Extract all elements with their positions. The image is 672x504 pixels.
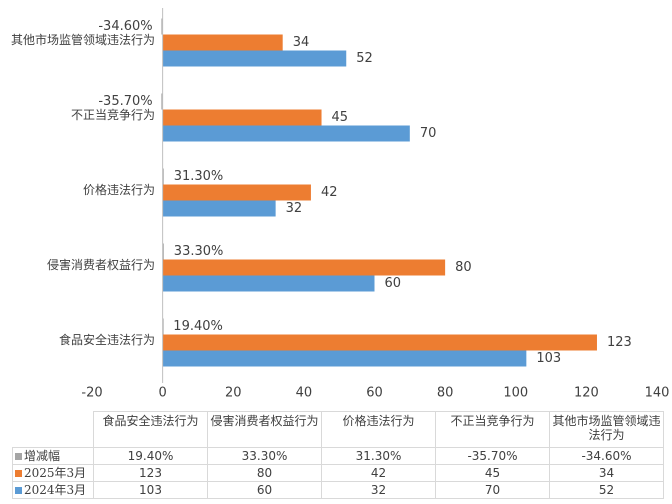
- data-label: 33.30%: [174, 244, 224, 259]
- x-tick-label: 40: [296, 386, 313, 401]
- data-label: 19.40%: [173, 319, 223, 334]
- bar: [162, 50, 347, 67]
- data-label: 103: [536, 351, 561, 366]
- table-cell: 42: [321, 464, 436, 482]
- table-column-header: 价格违法行为: [321, 411, 436, 448]
- table-cell: 34: [549, 464, 664, 482]
- table-column-header: 不正当竞争行为: [435, 411, 550, 448]
- table-column-header: 其他市场监管领域违法行为: [549, 411, 664, 448]
- table-cell: 60: [207, 481, 322, 499]
- table-column-header: 食品安全违法行为: [93, 411, 208, 448]
- category-label: 食品安全违法行为: [59, 332, 155, 347]
- data-label: 34: [293, 35, 310, 50]
- table-cell: 33.30%: [207, 447, 322, 465]
- table-cell: 123: [93, 464, 208, 482]
- legend-label: 2024年3月: [24, 483, 87, 497]
- table-row: 2025年3月 123 80 42 45 34: [12, 464, 664, 482]
- data-label: 32: [286, 201, 303, 216]
- data-label: 45: [332, 110, 349, 125]
- table-row: 增减幅 19.40% 33.30% 31.30% -35.70% -34.60%: [12, 447, 664, 465]
- table-cell: 52: [549, 481, 664, 499]
- table-cell: 32: [321, 481, 436, 499]
- data-label: 52: [356, 51, 373, 66]
- legend-label: 增减幅: [24, 449, 61, 463]
- x-tick-label: 120: [574, 386, 599, 401]
- table-cell: -35.70%: [435, 447, 550, 465]
- data-label: 60: [385, 276, 402, 291]
- bar: [162, 259, 446, 276]
- data-label: 31.30%: [174, 169, 224, 184]
- table-cell: 45: [435, 464, 550, 482]
- legend-swatch: [15, 487, 22, 494]
- table-column-header: 侵害消费者权益行为: [207, 411, 322, 448]
- x-tick-label: 80: [437, 386, 454, 401]
- bar: [162, 200, 276, 217]
- x-tick-label: 0: [158, 386, 166, 401]
- chart: -20 0 20 40 60 80 100 120 140 食品安全违法行为 19.40% 123 10…: [11, 8, 670, 401]
- x-tick-label: 60: [366, 386, 383, 401]
- bar: [162, 125, 410, 142]
- category-label: 其他市场监管领域违法行为: [11, 32, 155, 47]
- table-cell: -34.60%: [549, 447, 664, 465]
- legend-label: 2025年3月: [24, 466, 87, 480]
- category-label: 不正当竞争行为: [71, 108, 155, 122]
- bar: [162, 334, 597, 351]
- table-row: 2024年3月 103 60 32 70 52: [12, 481, 664, 499]
- table-cell: 103: [93, 481, 208, 499]
- table-corner: [12, 411, 94, 448]
- data-label: 42: [321, 185, 338, 200]
- legend-entry: 2024年3月: [12, 481, 94, 499]
- data-label: -35.70%: [98, 94, 152, 109]
- x-tick-label: -20: [81, 386, 102, 401]
- data-table: 食品安全违法行为 侵害消费者权益行为 价格违法行为 不正当竞争行为 其他市场监管领域违法…: [12, 411, 664, 499]
- x-tick-label: 100: [503, 386, 528, 401]
- bar: [162, 184, 311, 201]
- table-header-row: 食品安全违法行为 侵害消费者权益行为 价格违法行为 不正当竞争行为 其他市场监管领域违法…: [12, 411, 664, 448]
- legend-swatch: [15, 453, 22, 460]
- data-label: 80: [455, 260, 472, 275]
- category-label: 价格违法行为: [83, 182, 155, 197]
- bar: [162, 168, 164, 185]
- table-cell: 19.40%: [93, 447, 208, 465]
- table-cell: 80: [207, 464, 322, 482]
- x-tick-label: 20: [225, 386, 242, 401]
- data-label: -34.60%: [98, 19, 152, 34]
- bar: [162, 243, 164, 260]
- bar: [161, 18, 163, 35]
- legend-entry: 增减幅: [12, 447, 94, 465]
- bar: [162, 109, 322, 126]
- data-label: 123: [607, 335, 632, 350]
- legend-entry: 2025年3月: [12, 464, 94, 482]
- bar: [162, 350, 527, 367]
- legend-swatch: [15, 470, 22, 477]
- table-cell: 31.30%: [321, 447, 436, 465]
- bar: [162, 34, 283, 51]
- category-label: 侵害消费者权益行为: [47, 257, 155, 272]
- bar: [161, 93, 163, 110]
- table-cell: 70: [435, 481, 550, 499]
- data-label: 70: [420, 126, 437, 141]
- bar: [162, 275, 375, 292]
- x-tick-label: 140: [645, 386, 670, 401]
